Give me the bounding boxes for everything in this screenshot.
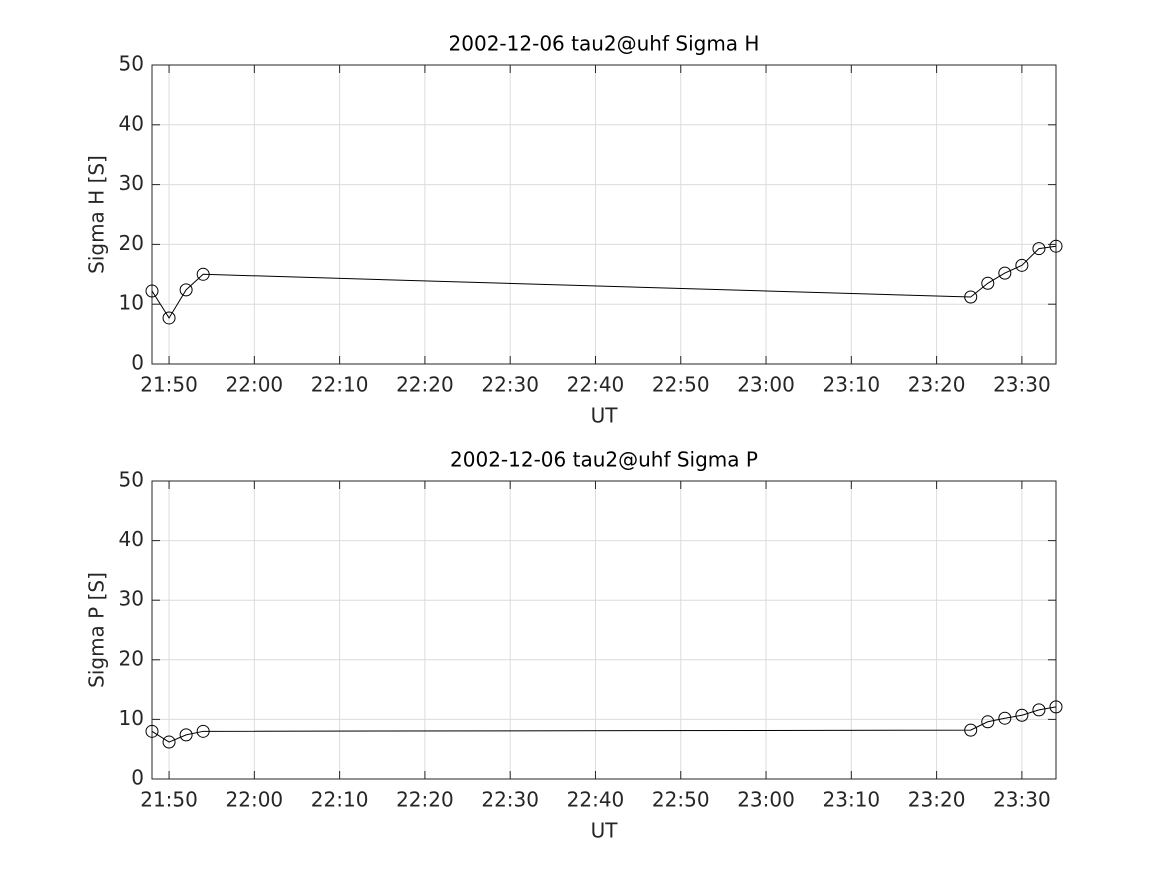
- y-tick-label: 10: [119, 706, 144, 730]
- x-tick-label: 22:10: [311, 373, 369, 397]
- marker: [1049, 239, 1063, 253]
- x-tick-label: 22:20: [396, 373, 454, 397]
- x-tick-label: 23:20: [908, 373, 966, 397]
- y-tick-label: 20: [119, 646, 144, 670]
- x-tick-label: 21:50: [140, 788, 198, 812]
- x-tick-label: 22:40: [567, 373, 625, 397]
- marker: [964, 723, 978, 737]
- x-tick-label: 21:50: [140, 373, 198, 397]
- marker: [1015, 708, 1029, 722]
- plot-area: [152, 65, 1056, 364]
- x-tick-label: 23:10: [823, 373, 881, 397]
- marker: [1032, 242, 1046, 256]
- marker: [964, 290, 978, 304]
- x-tick-label: 23:00: [737, 788, 795, 812]
- x-tick-label: 23:30: [993, 373, 1051, 397]
- x-tick-label: 22:00: [226, 788, 284, 812]
- axes-box: [151, 64, 1057, 365]
- x-tick-label: 22:40: [567, 788, 625, 812]
- marker: [179, 283, 193, 297]
- x-tick-label: 22:10: [311, 788, 369, 812]
- marker: [179, 728, 193, 742]
- y-tick-label: 50: [119, 52, 144, 76]
- x-tick-label: 22:50: [652, 788, 710, 812]
- x-tick-label: 23:10: [823, 788, 881, 812]
- y-tick-label: 40: [119, 527, 144, 551]
- x-tick-label: 23:20: [908, 788, 966, 812]
- x-axis-label: UT: [591, 819, 619, 843]
- marker: [145, 284, 159, 298]
- marker: [1049, 700, 1063, 714]
- x-tick-label: 22:20: [396, 788, 454, 812]
- axes-box: [151, 480, 1057, 780]
- y-tick-label: 20: [119, 231, 144, 255]
- y-tick-label: 30: [119, 171, 144, 195]
- x-tick-label: 23:30: [993, 788, 1051, 812]
- x-tick-label: 22:30: [481, 788, 539, 812]
- x-tick-label: 22:50: [652, 373, 710, 397]
- y-tick-label: 0: [131, 766, 144, 790]
- line: [151, 706, 1057, 743]
- marker: [162, 735, 176, 749]
- y-tick-label: 50: [119, 468, 144, 492]
- y-tick-label: 30: [119, 587, 144, 611]
- marker: [196, 267, 210, 281]
- y-axis-label: Sigma H [S]: [85, 155, 109, 274]
- marker: [998, 266, 1012, 280]
- marker: [981, 276, 995, 290]
- marker: [998, 711, 1012, 725]
- y-tick-label: 10: [119, 291, 144, 315]
- marker: [1032, 703, 1046, 717]
- x-tick-label: 23:00: [737, 373, 795, 397]
- x-tick-label: 22:30: [481, 373, 539, 397]
- x-axis-label: UT: [591, 404, 619, 428]
- chart-title: 2002-12-06 tau2@uhf Sigma H: [449, 32, 760, 56]
- plot-area: [152, 481, 1056, 779]
- y-tick-label: 40: [119, 111, 144, 135]
- marker: [145, 724, 159, 738]
- line: [151, 245, 1057, 319]
- marker: [162, 311, 176, 325]
- x-tick-label: 22:00: [226, 373, 284, 397]
- y-tick-label: 0: [131, 351, 144, 375]
- marker: [1015, 258, 1029, 272]
- marker: [196, 724, 210, 738]
- y-axis-label: Sigma P [S]: [85, 572, 109, 688]
- chart-title: 2002-12-06 tau2@uhf Sigma P: [450, 448, 758, 472]
- marker: [981, 715, 995, 729]
